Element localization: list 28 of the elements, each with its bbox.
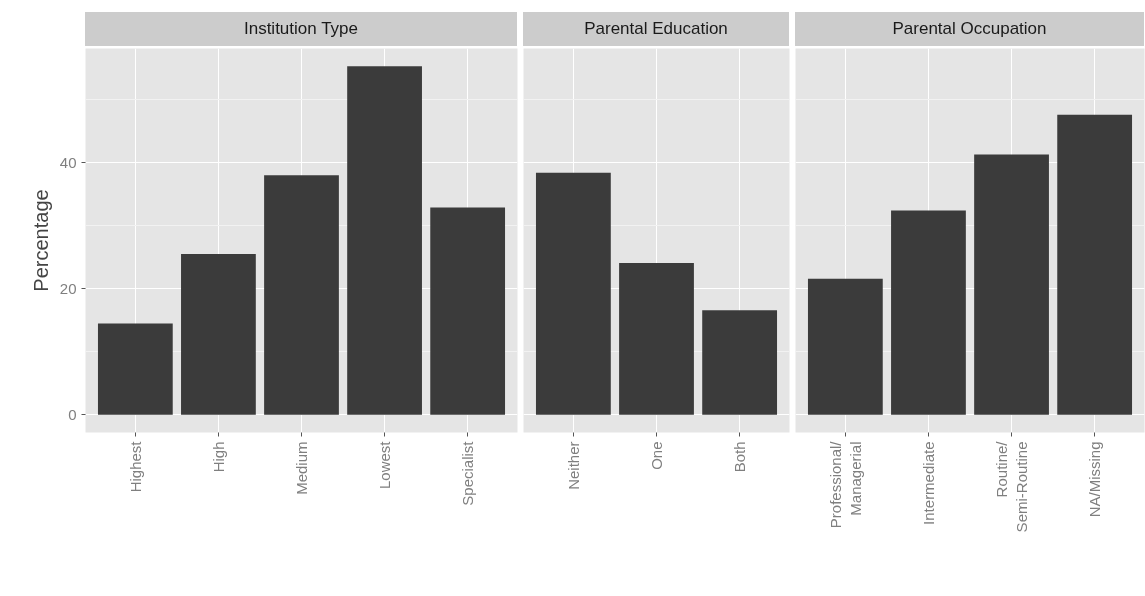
y-tick-label: 20 <box>59 279 77 297</box>
x-tick-label: Specialist <box>459 440 477 506</box>
bar <box>974 154 1049 415</box>
x-tick-label: Medium <box>293 441 310 495</box>
x-tick-label: One <box>648 441 665 470</box>
x-tick-label: Intermediate <box>919 441 937 525</box>
bar <box>181 254 256 415</box>
bar <box>264 175 339 415</box>
chart-title: Institution Type <box>243 18 359 40</box>
chart-title: Parental Occupation <box>892 18 1047 40</box>
bar <box>891 210 966 415</box>
y-tick-label: 40 <box>59 153 77 171</box>
bar <box>430 207 506 415</box>
x-tick-label: NA/Missing <box>1086 441 1104 518</box>
bar <box>347 66 422 415</box>
chart-title: Parental Education <box>584 18 728 40</box>
x-tick-label: Both <box>731 441 749 473</box>
x-tick-label: Highest <box>126 440 144 493</box>
y-tick-label: 0 <box>68 405 77 423</box>
x-tick-label: High <box>209 441 227 473</box>
x-tick-label: Neither <box>564 441 582 490</box>
bar <box>97 323 173 415</box>
x-tick-label: Routine/ Semi-Routine <box>992 440 1031 533</box>
x-tick-label: Professional/ Managerial <box>826 440 865 529</box>
bar <box>807 278 883 415</box>
y-axis-title: Percentage <box>29 189 52 292</box>
x-tick-label: Lowest <box>376 440 394 490</box>
bar <box>1057 114 1133 415</box>
